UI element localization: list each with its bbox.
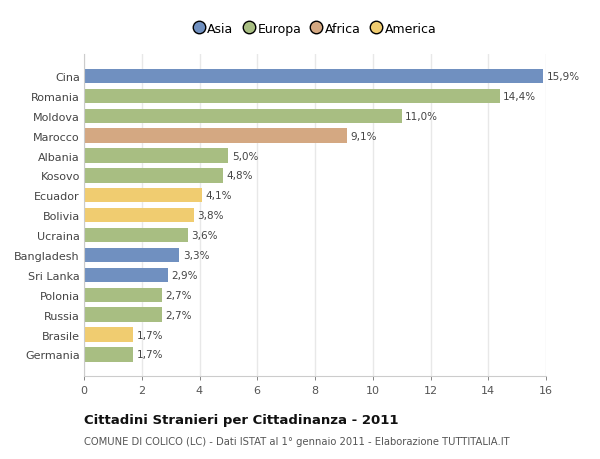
Text: 2,7%: 2,7% xyxy=(166,290,192,300)
Bar xyxy=(84,268,168,282)
Text: 11,0%: 11,0% xyxy=(405,112,438,122)
Text: Cittadini Stranieri per Cittadinanza - 2011: Cittadini Stranieri per Cittadinanza - 2… xyxy=(84,413,398,426)
Bar xyxy=(84,129,347,144)
Text: 3,3%: 3,3% xyxy=(183,251,209,260)
Bar xyxy=(84,248,179,263)
Text: 1,7%: 1,7% xyxy=(137,330,163,340)
Legend: Asia, Europa, Africa, America: Asia, Europa, Africa, America xyxy=(194,23,436,36)
Bar xyxy=(84,149,229,163)
Text: 1,7%: 1,7% xyxy=(137,350,163,359)
Bar xyxy=(84,229,188,243)
Text: 4,1%: 4,1% xyxy=(206,191,232,201)
Text: 3,6%: 3,6% xyxy=(191,230,218,241)
Text: 14,4%: 14,4% xyxy=(503,92,536,101)
Text: 3,8%: 3,8% xyxy=(197,211,224,221)
Bar xyxy=(84,208,194,223)
Bar xyxy=(84,189,202,203)
Bar xyxy=(84,70,543,84)
Bar xyxy=(84,288,162,302)
Text: 2,9%: 2,9% xyxy=(171,270,198,280)
Bar xyxy=(84,169,223,183)
Text: 4,8%: 4,8% xyxy=(226,171,253,181)
Bar xyxy=(84,90,500,104)
Text: 2,7%: 2,7% xyxy=(166,310,192,320)
Text: COMUNE DI COLICO (LC) - Dati ISTAT al 1° gennaio 2011 - Elaborazione TUTTITALIA.: COMUNE DI COLICO (LC) - Dati ISTAT al 1°… xyxy=(84,436,509,446)
Bar xyxy=(84,308,162,322)
Bar xyxy=(84,328,133,342)
Text: 15,9%: 15,9% xyxy=(547,72,580,82)
Bar xyxy=(84,347,133,362)
Text: 5,0%: 5,0% xyxy=(232,151,258,161)
Text: 9,1%: 9,1% xyxy=(350,131,377,141)
Bar xyxy=(84,109,401,123)
